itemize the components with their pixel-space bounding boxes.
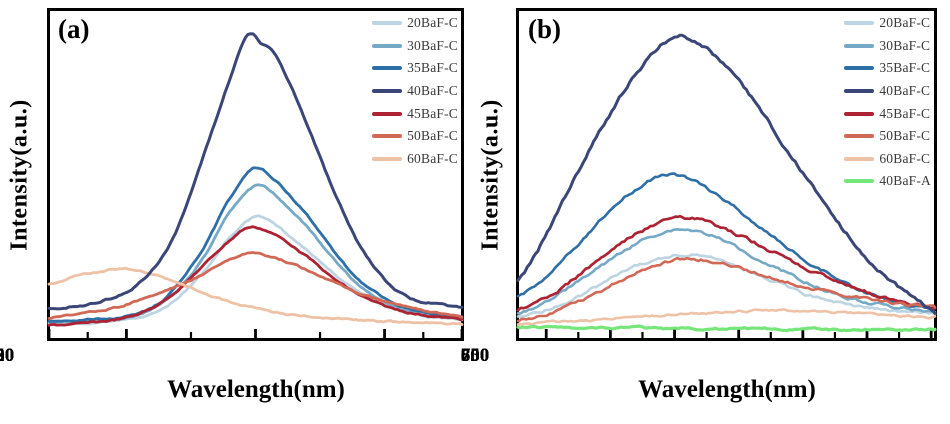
x-tick-label: 320 [0,345,15,366]
legend-swatch [844,21,875,26]
series-curve-50BaF-C [47,251,464,320]
legend-swatch [844,179,875,184]
series-curve-60BaF-C [47,266,464,326]
legend-swatch [372,21,403,26]
legend-swatch [844,156,875,161]
series-curve-30BaF-C [516,228,937,315]
legend-a: 20BaF-C 30BaF-C 35BaF-C 40BaF-C 45BaF-C 50BaF… [372,12,458,170]
legend-label: 45BaF-C [879,105,931,121]
x-tick-label: 480 [0,345,15,366]
legend-swatch [844,89,875,94]
legend-label: 50BaF-C [407,128,458,144]
legend-label: 35BaF-C [879,60,931,76]
legend-label: 40BaF-C [879,83,931,99]
legend-item-60BaF-C: 60BaF-C [844,148,931,171]
panel-b: Intensity(a.u.) (b) 20BaF-C 30BaF-C 35BaF-… [461,0,950,424]
legend-item-50BaF-C: 50BaF-C [844,125,931,148]
legend-item-45BaF-C: 45BaF-C [844,102,931,125]
x-tick-label: 450 [0,345,15,366]
legend-item-40BaF-C: 40BaF-C [372,80,458,103]
panel-letter-a: (a) [58,14,90,44]
legend-label: 30BaF-C [407,37,458,53]
legend-swatch [372,156,403,161]
x-axis-label-a: Wavelength(nm) [167,376,345,403]
series-curve-45BaF-C [516,214,937,312]
panel-a: Intensity(a.u.) (a) 20BaF-C 30BaF-C 35BaF-… [0,8,464,403]
legend-item-30BaF-C: 30BaF-C [844,35,931,58]
x-tick-label: 400 [0,345,15,366]
legend-item-60BaF-C: 60BaF-C [372,148,458,171]
legend-swatch [844,134,875,139]
x-axis-label-b: Wavelength(nm) [638,376,816,403]
legend-swatch [844,111,875,116]
legend-b: 20BaF-C 30BaF-C 35BaF-C 40BaF-C 45BaF-C 50BaF… [844,12,931,193]
legend-item-40BaF-A: 40BaF-A [844,170,931,193]
legend-swatch [844,43,875,48]
legend-label: 40BaF-C [407,83,458,99]
series-curve-40BaF-C [47,32,464,311]
panel-letter-b: (b) [528,14,561,44]
legend-swatch [844,66,875,71]
series-curve-40BaF-A [516,324,937,333]
series-curve-40BaF-C [516,33,937,315]
legend-swatch [372,43,403,48]
legend-swatch [372,89,403,94]
legend-item-45BaF-C: 45BaF-C [372,102,458,125]
legend-item-50BaF-C: 50BaF-C [372,125,458,148]
series-curve-50BaF-C [516,256,937,323]
legend-label: 45BaF-C [407,105,458,121]
plot-border [47,8,464,341]
y-axis-label-b: Intensity(a.u.) [477,99,504,251]
legend-label: 30BaF-C [879,37,931,53]
legend-item-20BaF-C: 20BaF-C [372,12,458,35]
plot-area-a [47,8,464,341]
legend-item-40BaF-C: 40BaF-C [844,80,931,103]
legend-item-35BaF-C: 35BaF-C [372,57,458,80]
series-curve-60BaF-C [516,308,937,326]
legend-swatch [372,66,403,71]
series-curve-45BaF-C [47,225,464,327]
legend-item-35BaF-C: 35BaF-C [844,57,931,80]
plot-area-b [516,8,937,341]
legend-item-20BaF-C: 20BaF-C [844,12,931,35]
legend-label: 60BaF-C [407,150,458,166]
legend-label: 20BaF-C [407,15,458,31]
series-curve-20BaF-C [516,253,937,319]
legend-label: 20BaF-C [879,15,931,31]
x-tick-label: 350 [0,345,15,366]
legend-swatch [372,111,403,116]
legend-item-30BaF-C: 30BaF-C [372,35,458,58]
legend-label: 60BaF-C [879,150,931,166]
legend-swatch [372,134,403,139]
legend-label: 35BaF-C [407,60,458,76]
plot-border [516,8,937,341]
legend-label: 50BaF-C [879,128,931,144]
y-axis-label-a: Intensity(a.u.) [6,99,33,251]
legend-label: 40BaF-A [879,173,931,189]
